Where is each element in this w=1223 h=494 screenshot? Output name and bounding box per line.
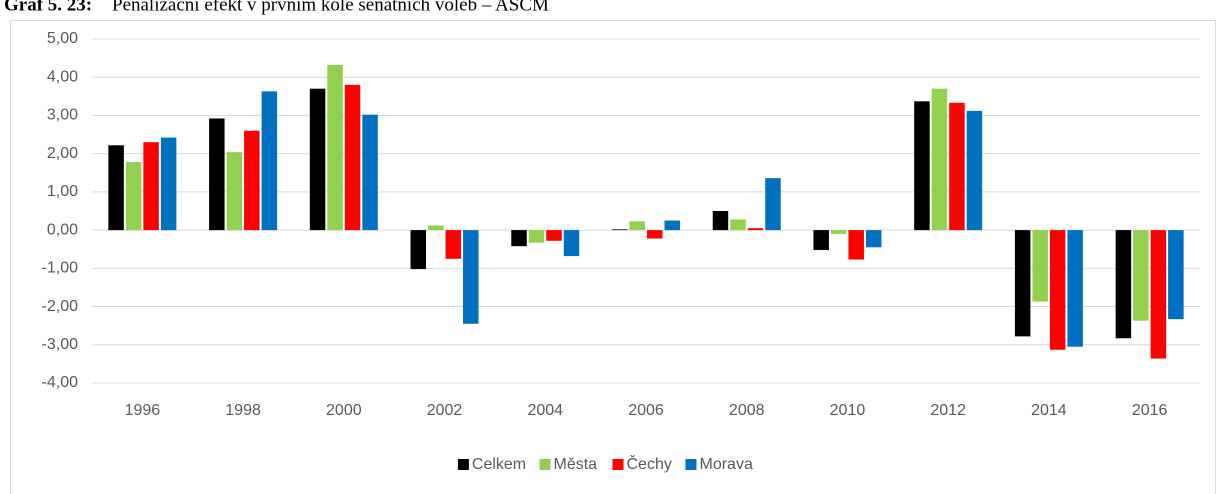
x-tick-label: 1998 xyxy=(225,402,261,419)
bar xyxy=(1049,230,1066,350)
x-tick-label: 2000 xyxy=(326,402,362,419)
x-tick-label: 2012 xyxy=(930,402,966,419)
y-tick-label: 3,00 xyxy=(47,107,78,124)
bar xyxy=(209,118,225,231)
legend-swatch xyxy=(685,459,697,470)
bar xyxy=(511,230,527,247)
bar xyxy=(344,84,361,231)
y-tick-label: -3,00 xyxy=(42,336,79,353)
bar xyxy=(1014,230,1031,337)
y-tick-label: -4,00 xyxy=(42,374,79,391)
legend-swatch xyxy=(612,459,624,470)
bar xyxy=(664,220,680,231)
bar xyxy=(813,230,829,250)
bar xyxy=(143,142,159,231)
bar xyxy=(1067,230,1083,347)
chart-frame xyxy=(10,20,1216,494)
bar xyxy=(830,230,847,234)
bar xyxy=(261,91,278,231)
bar xyxy=(563,230,580,257)
bar xyxy=(765,178,781,231)
bar xyxy=(410,230,427,270)
y-tick-label: 4,00 xyxy=(47,68,78,85)
chart-title-prefix: Graf 5. 23: xyxy=(4,0,92,15)
bar xyxy=(528,230,545,243)
bar xyxy=(865,230,882,248)
y-tick-label: 2,00 xyxy=(47,145,78,162)
x-tick-label: 2016 xyxy=(1132,402,1168,419)
y-tick-label: -1,00 xyxy=(42,260,79,277)
y-tick-label: 0,00 xyxy=(47,221,78,238)
legend-label: Celkem xyxy=(472,456,526,473)
x-tick-label: 2014 xyxy=(1031,402,1067,419)
x-tick-label: 1996 xyxy=(125,402,161,419)
y-tick-label: -2,00 xyxy=(42,298,79,315)
x-tick-label: 2006 xyxy=(628,402,664,419)
bar xyxy=(108,145,124,231)
bar xyxy=(730,219,746,231)
x-tick-label: 2010 xyxy=(830,402,866,419)
bar xyxy=(931,88,948,231)
bar xyxy=(612,229,628,231)
legend-label: Morava xyxy=(700,456,753,473)
y-tick-label: 1,00 xyxy=(47,183,78,200)
bar xyxy=(309,88,326,231)
bar xyxy=(463,230,479,324)
bar xyxy=(362,114,378,231)
chart-title: Penalizační efekt v prvním kole senátníc… xyxy=(112,0,549,15)
bar xyxy=(244,130,260,231)
bar xyxy=(1115,230,1132,339)
bar xyxy=(712,211,729,231)
bar xyxy=(949,102,965,231)
bar xyxy=(327,64,343,231)
legend-label: Čechy xyxy=(627,454,672,473)
bar xyxy=(546,230,562,241)
legend-label: Města xyxy=(554,456,598,473)
bar xyxy=(848,230,864,260)
x-tick-label: 2008 xyxy=(729,402,765,419)
bar xyxy=(966,110,983,231)
bar xyxy=(1168,230,1184,320)
bar xyxy=(647,230,663,239)
y-tick-label: 5,00 xyxy=(47,30,78,47)
bar xyxy=(428,225,444,231)
legend-swatch xyxy=(457,459,469,470)
bar xyxy=(160,137,177,231)
x-tick-label: 2002 xyxy=(427,402,463,419)
bar xyxy=(226,152,243,231)
bar xyxy=(445,230,462,259)
bar xyxy=(1032,230,1048,302)
bar xyxy=(629,221,645,231)
bar xyxy=(1150,230,1167,359)
legend-swatch xyxy=(539,459,551,470)
bar xyxy=(914,101,930,231)
x-tick-label: 2004 xyxy=(527,402,563,419)
bar xyxy=(125,162,142,231)
bar xyxy=(747,228,764,231)
bar xyxy=(1133,230,1149,321)
